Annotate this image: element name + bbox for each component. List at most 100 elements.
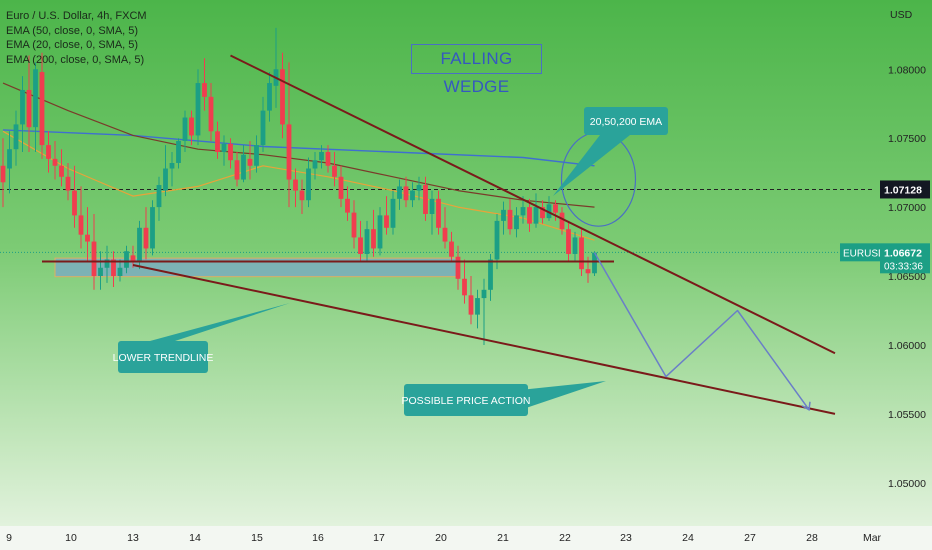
legend-ema-50: EMA (50, close, 0, SMA, 5) [6,24,139,37]
candle-body [234,160,240,180]
last-price-tag [880,243,930,274]
candle-body [182,117,188,141]
price-tick-label: 1.05500 [888,409,926,421]
candle-body [72,190,77,216]
candle-body [26,89,32,128]
time-tick-label: 9 [6,532,12,544]
candle-body [462,278,467,296]
candle-body [429,198,435,214]
price-action-callout-box [404,384,528,416]
candle-body [98,267,103,277]
lower-trendline-callout-tail [150,303,290,341]
time-tick-label: 24 [682,532,694,544]
candle-body [104,259,110,268]
candle-body [280,69,285,125]
candle-body [488,259,493,290]
candle-body [351,212,357,238]
candle-body [137,227,142,263]
candle-body [449,241,454,257]
candle-body [247,158,253,166]
lower-trendline [132,264,836,415]
lower-trendline-callout-text: LOWER TRENDLINE [113,352,214,364]
candle-body [423,185,428,214]
candle-body [436,198,441,228]
candle-body [143,227,149,249]
candle-body [390,198,396,228]
candle-body [527,207,532,224]
candle-body [130,255,136,263]
candle-body [202,83,207,97]
candle-body [364,229,370,254]
candle-body [481,289,487,299]
candle-body [319,151,324,161]
ema-callout-box [584,107,668,135]
legend-ema-20: EMA (20, close, 0, SMA, 5) [6,39,139,51]
candle-body [20,89,25,125]
candle-body [501,209,506,221]
projection-path [593,252,810,411]
price-action-callout-text: POSSIBLE PRICE ACTION [402,395,531,407]
candle-body [559,212,565,230]
price-tick-label: 1.08000 [888,64,926,76]
candle-body [241,154,246,180]
candle-body [533,207,539,224]
price-action-callout: POSSIBLE PRICE ACTION [402,381,606,416]
candle-body [566,229,571,254]
candle-body [195,83,201,136]
candle-body [442,227,448,242]
candle-body [111,259,116,277]
candle-body [345,198,350,213]
candle-body [260,110,266,146]
candle-body [169,163,175,169]
candle-body [306,168,311,201]
candle-body [384,215,389,228]
candle-body [397,186,402,199]
lower-trendline-callout: LOWER TRENDLINE [113,303,290,373]
candle-body [299,190,305,201]
time-axis-bg [0,526,932,550]
falling-wedge-title: FALLING WEDGE [411,44,542,96]
upper-trendline [230,54,836,355]
candle-body [208,96,214,132]
candle-body [520,207,526,216]
candle-body [65,176,71,191]
time-tick-label: 21 [497,532,509,544]
time-tick-label: 27 [744,532,756,544]
candle-body [221,143,227,152]
time-tick-label: 17 [373,532,385,544]
candle-body [514,215,519,230]
ema-callout: 20,50,200 EMA [553,107,668,196]
crosshair-price-text: 1.07128 [884,184,922,196]
candle-body [553,204,558,213]
candle-body [13,124,19,150]
time-tick-label: 14 [189,532,201,544]
candle-body [455,256,461,279]
ema-200-line [2,129,595,167]
candle-body [85,234,90,242]
candle-body [371,229,376,249]
candle-body [325,151,331,166]
time-tick-label: 13 [127,532,139,544]
price-tick-label: 1.07500 [888,133,926,145]
candle-body [150,207,155,249]
candle-body [176,140,181,163]
lower-trendline-callout-box [118,341,208,373]
symbol-tag-text: EURUSD [843,248,885,259]
candle-body [312,160,318,169]
candle-body [507,209,513,230]
candle-body [0,165,6,183]
candle-body [59,165,64,177]
ema-50-line [2,82,595,208]
projection-arrowhead [801,401,811,411]
candle-body [228,143,233,161]
legend-symbol: Euro / U.S. Dollar, 4h, FXCM [6,10,147,22]
time-tick-label: 22 [559,532,571,544]
price-tick-label: 1.05000 [888,478,926,490]
candle-body [403,186,409,201]
candle-body [33,69,38,128]
candle-body [377,215,383,249]
candle-body [254,145,259,166]
candle-body [39,72,45,146]
